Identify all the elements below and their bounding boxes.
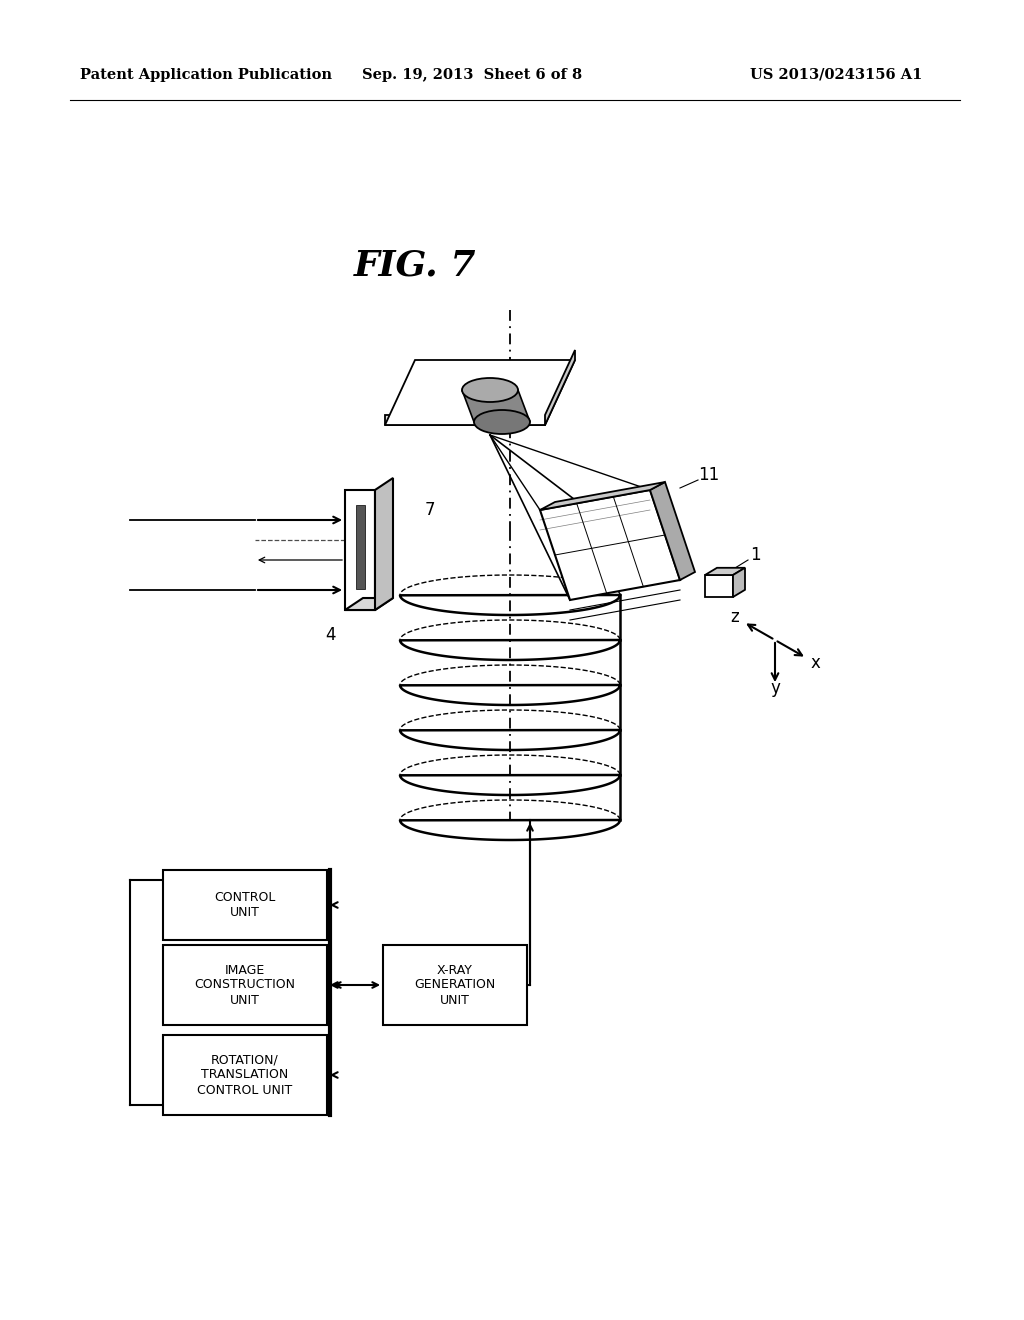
Text: y: y bbox=[770, 678, 780, 697]
Text: 4: 4 bbox=[325, 626, 335, 644]
Text: 7: 7 bbox=[425, 502, 435, 519]
Polygon shape bbox=[383, 945, 527, 1026]
Text: 8: 8 bbox=[458, 359, 468, 378]
Text: FIG. 7: FIG. 7 bbox=[353, 248, 476, 282]
Polygon shape bbox=[733, 568, 745, 597]
Polygon shape bbox=[540, 490, 680, 601]
Polygon shape bbox=[163, 870, 327, 940]
Polygon shape bbox=[355, 506, 365, 589]
Polygon shape bbox=[385, 360, 575, 425]
Text: z: z bbox=[730, 609, 739, 627]
Text: X-RAY
GENERATION
UNIT: X-RAY GENERATION UNIT bbox=[415, 964, 496, 1006]
Text: x: x bbox=[811, 653, 821, 672]
Polygon shape bbox=[375, 478, 393, 610]
Polygon shape bbox=[385, 414, 545, 425]
Ellipse shape bbox=[474, 411, 530, 434]
Polygon shape bbox=[650, 482, 695, 579]
Text: CONTROL
UNIT: CONTROL UNIT bbox=[214, 891, 275, 919]
Polygon shape bbox=[345, 490, 375, 610]
Polygon shape bbox=[345, 598, 393, 610]
Text: US 2013/0243156 A1: US 2013/0243156 A1 bbox=[750, 69, 923, 82]
Polygon shape bbox=[163, 945, 327, 1026]
Polygon shape bbox=[540, 482, 665, 510]
Text: IMAGE
CONSTRUCTION
UNIT: IMAGE CONSTRUCTION UNIT bbox=[195, 964, 296, 1006]
Polygon shape bbox=[705, 568, 745, 576]
Text: 11: 11 bbox=[698, 466, 719, 484]
Text: Patent Application Publication: Patent Application Publication bbox=[80, 69, 332, 82]
Polygon shape bbox=[705, 576, 733, 597]
Ellipse shape bbox=[462, 378, 518, 403]
Polygon shape bbox=[462, 389, 530, 422]
Polygon shape bbox=[163, 1035, 327, 1115]
Text: 1: 1 bbox=[750, 546, 761, 564]
Text: ROTATION/
TRANSLATION
CONTROL UNIT: ROTATION/ TRANSLATION CONTROL UNIT bbox=[198, 1053, 293, 1097]
Text: Sep. 19, 2013  Sheet 6 of 8: Sep. 19, 2013 Sheet 6 of 8 bbox=[362, 69, 582, 82]
Polygon shape bbox=[545, 350, 575, 425]
